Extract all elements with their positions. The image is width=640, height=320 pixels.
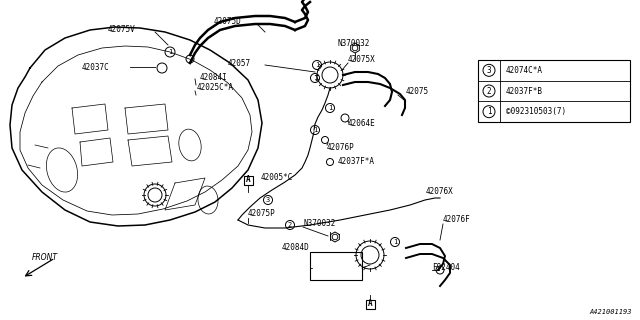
Text: 42075D: 42075D [214, 18, 242, 27]
Text: 1: 1 [393, 239, 397, 245]
Text: 3: 3 [266, 197, 270, 203]
Text: A: A [246, 175, 250, 185]
Text: 42037F*A: 42037F*A [338, 157, 375, 166]
Text: 42075: 42075 [406, 87, 429, 97]
Text: 42037F*B: 42037F*B [506, 86, 543, 95]
Text: F92404: F92404 [432, 262, 460, 271]
Text: A: A [368, 300, 372, 308]
Text: 42037C: 42037C [82, 62, 109, 71]
Text: 1: 1 [328, 105, 332, 111]
Text: 42005*C: 42005*C [261, 172, 293, 181]
Text: 2: 2 [486, 86, 492, 95]
Text: A421001193: A421001193 [589, 309, 632, 315]
Text: 42057: 42057 [228, 60, 251, 68]
Text: 1: 1 [486, 107, 492, 116]
Text: 1: 1 [313, 127, 317, 133]
Text: 1: 1 [168, 49, 172, 55]
Text: 42076X: 42076X [426, 188, 454, 196]
Text: N370032: N370032 [337, 38, 369, 47]
Text: 42075V: 42075V [108, 26, 136, 35]
Text: 42025C*A: 42025C*A [197, 84, 234, 92]
Text: FRONT: FRONT [32, 253, 58, 262]
Text: 1: 1 [315, 62, 319, 68]
Text: 42084D: 42084D [282, 244, 310, 252]
Text: N370032: N370032 [303, 220, 335, 228]
Text: 42075P: 42075P [248, 210, 276, 219]
Bar [243, 175, 253, 185]
Bar [478, 60, 630, 122]
Bar [310, 252, 362, 280]
Text: 42076P: 42076P [327, 143, 355, 153]
Text: 42075X: 42075X [348, 55, 376, 65]
Text: 42074C*A: 42074C*A [506, 66, 543, 75]
Text: 42076F: 42076F [443, 215, 471, 225]
Text: ©092310503(7): ©092310503(7) [506, 107, 566, 116]
Text: 42084I: 42084I [200, 73, 228, 82]
Text: 3: 3 [486, 66, 492, 75]
Text: 42064E: 42064E [348, 119, 376, 129]
Bar [365, 300, 374, 308]
Text: 1: 1 [313, 75, 317, 81]
Text: 2: 2 [288, 222, 292, 228]
